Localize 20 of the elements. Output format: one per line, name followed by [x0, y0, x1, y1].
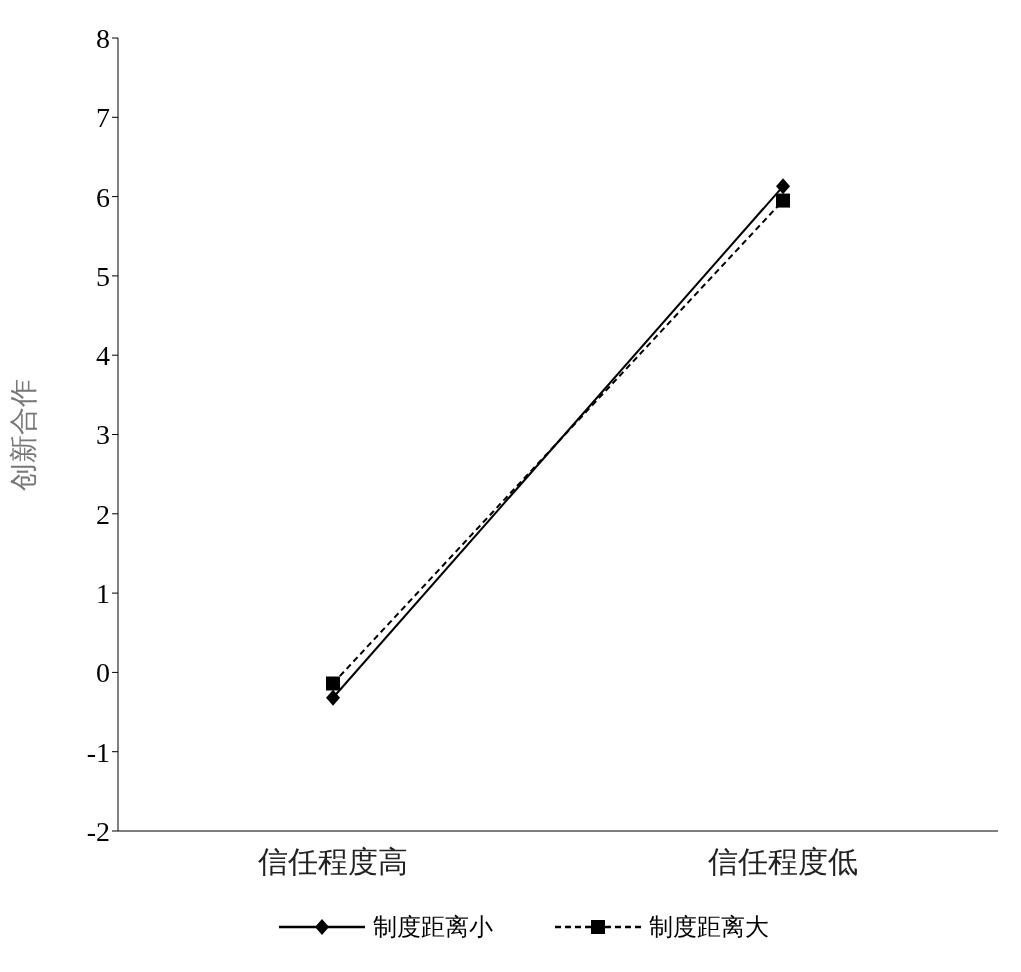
x-tick-label: 信任程度低: [708, 844, 858, 880]
y-tick-label: -2: [86, 815, 110, 847]
y-tick-label: 0: [96, 657, 110, 689]
point: [326, 676, 340, 691]
y-tick-label: 5: [96, 260, 110, 292]
legend-label: 制度距离大: [649, 912, 769, 943]
x-tick-label: 信任程度高: [258, 844, 408, 880]
y-tick-label: 4: [96, 340, 110, 372]
legend-label: 制度距离小: [373, 912, 493, 943]
point: [776, 193, 790, 208]
y-tick-label: 7: [96, 102, 110, 134]
point: [326, 689, 340, 706]
y-tick-label: 8: [96, 22, 110, 54]
y-tick-label: 3: [96, 419, 110, 451]
y-axis-title: 创新合作: [6, 378, 40, 491]
y-tick-label: 1: [96, 578, 110, 610]
y-tick-label: -1: [86, 736, 110, 768]
y-tick-label: 6: [96, 181, 110, 213]
y-tick-label: 2: [96, 498, 110, 530]
point: [776, 178, 790, 195]
